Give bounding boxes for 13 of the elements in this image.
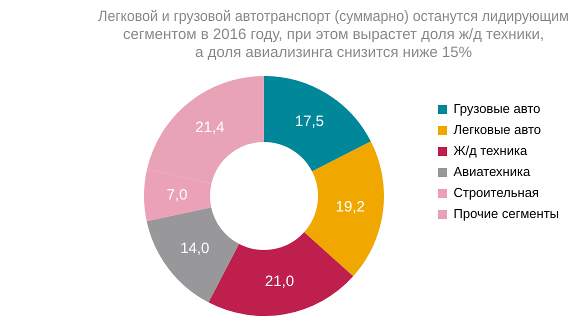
data-label: 21,4	[195, 119, 224, 136]
legend-label: Ж/д техника	[453, 143, 528, 158]
chart-title: Легковой и грузовой автотранспорт (суммарно) останутся лидирующим сегментом в 2016 году, при этом вырастет доля ж/д техники, а доля авиализинга снизится ниже 15%	[98, 8, 569, 62]
data-label: 14,0	[180, 240, 210, 257]
legend-label: Грузовые авто	[453, 101, 540, 116]
legend-label: Прочие сегменты	[453, 206, 560, 222]
data-label: 17,5	[294, 112, 324, 130]
data-label: 21,0	[264, 272, 294, 290]
data-label: 19,2	[336, 198, 365, 216]
legend-label: Легковые авто	[453, 122, 542, 138]
legend-label: Строительная	[453, 185, 539, 200]
legend-label: Авиатехника	[453, 164, 531, 180]
data-label: 7,0	[166, 186, 188, 204]
